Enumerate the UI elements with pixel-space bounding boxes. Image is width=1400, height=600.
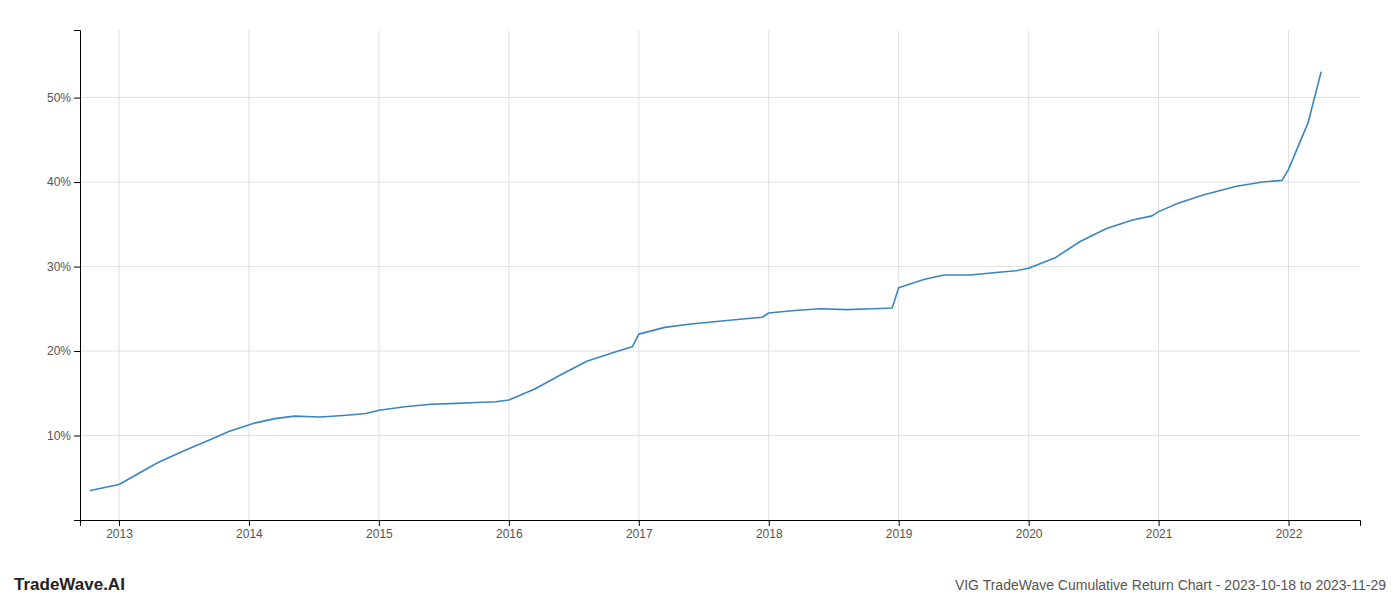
tick: 2020 [1016,520,1043,541]
tick: 2014 [236,520,263,541]
grid-line [248,30,249,520]
grid-line [768,30,769,520]
tick: 40% [47,175,80,189]
axis-line [74,31,81,521]
grid-line [1288,30,1289,520]
y-axis: 10% 20% 30% 40% 50% [47,31,81,521]
tick-label: 40% [47,175,71,189]
grid-line [1158,30,1159,520]
grid-line [80,351,1360,352]
tick: 2017 [626,520,653,541]
tick: 2016 [496,520,523,541]
tick-label: 2013 [106,527,133,541]
plot-area [90,72,1321,490]
tick: 50% [47,91,80,105]
tick-label: 2017 [626,527,653,541]
tick-mark [74,436,80,437]
tick-mark [639,520,640,526]
tick-label: 2022 [1276,527,1303,541]
tick-mark [74,182,80,183]
tick: 2021 [1146,520,1173,541]
grid-line [80,97,1360,98]
tick: 2015 [366,520,393,541]
tick-label: 50% [47,91,71,105]
tick: 2022 [1276,520,1303,541]
tick: 2018 [756,520,783,541]
grid-line [80,435,1360,436]
grid-line [118,30,119,520]
tick-label: 2020 [1016,527,1043,541]
tick-mark [1029,520,1030,526]
tick-mark [249,520,250,526]
tick-mark [899,520,900,526]
grid-line [898,30,899,520]
chart: 2013 2014 2015 2016 2017 2018 2019 2020 2021 2022… [0,0,1400,600]
grid-line [638,30,639,520]
tick-label: 2019 [886,527,913,541]
tick: 2019 [886,520,913,541]
tick-label: 2015 [366,527,393,541]
tick-mark [74,98,80,99]
grid [80,30,1360,520]
tick-label: 20% [47,344,71,358]
x-axis: 2013 2014 2015 2016 2017 2018 2019 2020 2021 2022 [81,520,1361,541]
title: VIG TradeWave Cumulative Return Chart - … [955,577,1386,593]
tick-label: 10% [47,429,71,443]
tick-label: 2014 [236,527,263,541]
watermark: TradeWave.AI [14,575,125,594]
axis-line [81,521,1361,527]
tick-mark [509,520,510,526]
tick-mark [74,351,80,352]
tick-label: 30% [47,260,71,274]
grid-line [508,30,509,520]
line [90,72,1321,490]
tick-mark [769,520,770,526]
tick: 10% [47,429,80,443]
tick: 20% [47,344,80,358]
tick-mark [1159,520,1160,526]
grid-line [80,182,1360,183]
grid-line [1028,30,1029,520]
tick-mark [119,520,120,526]
grid-line [80,266,1360,267]
tick-mark [379,520,380,526]
tick-mark [1289,520,1290,526]
tick-label: 2021 [1146,527,1173,541]
tick: 30% [47,260,80,274]
tick: 2013 [106,520,133,541]
tick-label: 2018 [756,527,783,541]
tick-label: 2016 [496,527,523,541]
grid-line [378,30,379,520]
tick-mark [74,267,80,268]
